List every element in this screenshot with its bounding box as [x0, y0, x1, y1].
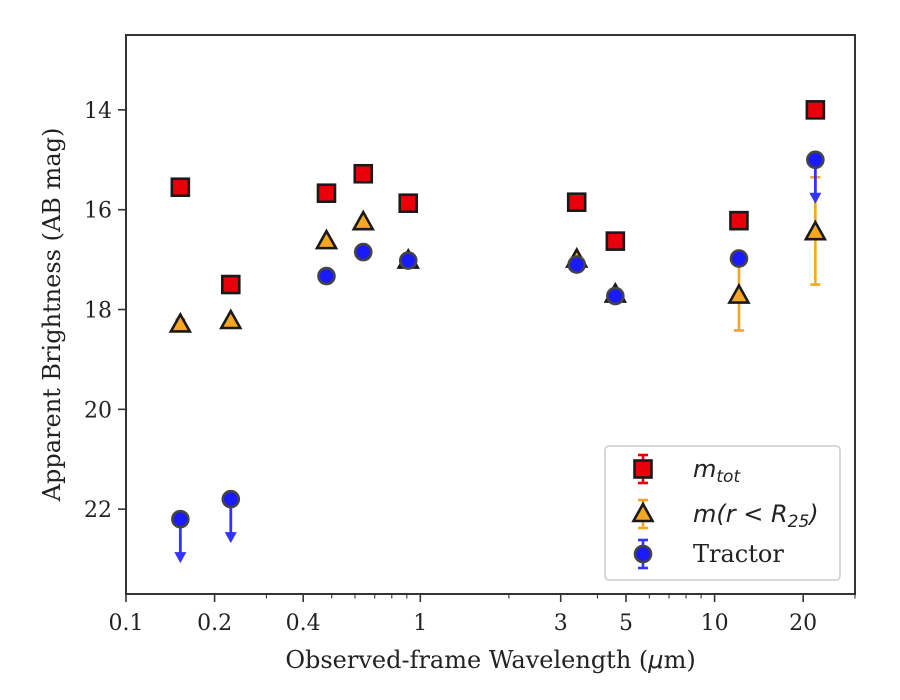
data-point-tractor	[353, 242, 373, 262]
data-point-tractor	[606, 286, 625, 306]
x-tick-label: 0.1	[109, 611, 144, 636]
legend-box	[604, 445, 841, 581]
legend-label-mtot: mtot	[693, 455, 741, 487]
legend-label-main: m	[693, 455, 716, 483]
legend-label-sub: tot	[716, 467, 741, 487]
y-tick-label: 18	[84, 299, 112, 324]
data-point-mtot	[316, 183, 337, 204]
x-axis-label-prefix: Observed-frame Wavelength (	[285, 646, 648, 674]
data-point-mtot	[398, 193, 419, 213]
series-tractor	[171, 150, 825, 564]
legend-item-mr25: m(r < R25)	[631, 498, 819, 532]
legend-item-tractor: Tractor	[633, 538, 784, 570]
upper-limit-arrow-head	[809, 192, 822, 204]
legend-item-mtot: mtot	[633, 453, 741, 487]
plot-marks	[168, 100, 828, 564]
legend: mtot m(r < R25) Tractor	[604, 445, 841, 581]
data-point-tractor	[567, 255, 587, 274]
y-tick-label: 14	[84, 99, 112, 124]
y-axis: 14 16 18 20 22	[84, 99, 126, 523]
y-tick-label: 16	[84, 199, 112, 224]
x-axis: 0.1 0.2 0.4 1 3 5 10 20	[109, 594, 856, 636]
plot-frame	[125, 34, 856, 595]
legend-marker-mr25	[631, 501, 655, 523]
legend-marker-tractor	[633, 544, 653, 564]
x-tick-label: 10	[701, 611, 729, 636]
legend-label-tractor: Tractor	[693, 540, 784, 568]
x-tick-label: 0.2	[197, 611, 232, 636]
data-point-tractor	[171, 509, 190, 529]
x-tick-label: 5	[619, 611, 633, 636]
series-mtot	[170, 100, 826, 295]
data-point-mtot	[220, 274, 241, 295]
upper-limit-arrow-head	[224, 532, 237, 544]
legend-label-main: m(r < R	[693, 500, 788, 528]
y-tick-label: 22	[84, 498, 112, 523]
data-point-mtot	[805, 100, 826, 120]
x-axis-label: Observed-frame Wavelength (μm)	[285, 646, 695, 674]
x-tick-label: 20	[789, 611, 817, 636]
data-point-mr25	[803, 219, 828, 241]
data-point-mr25	[727, 282, 751, 304]
x-tick-label: 3	[554, 611, 568, 636]
legend-label-sub: 25	[788, 512, 810, 532]
data-point-mtot	[566, 192, 587, 213]
data-point-mtot	[353, 163, 374, 184]
data-point-tractor	[221, 489, 241, 509]
x-axis-label-mu: μ	[647, 646, 663, 674]
data-point-tractor	[317, 266, 336, 286]
y-axis-label: Apparent Brightness (AB mag)	[38, 128, 66, 503]
legend-marker-mtot	[633, 459, 653, 479]
data-point-mtot	[170, 177, 191, 198]
x-tick-label: 1	[413, 611, 427, 636]
data-point-mr25	[168, 311, 193, 333]
x-axis-label-suffix: m)	[664, 646, 696, 674]
data-point-tractor	[806, 150, 825, 170]
data-point-tractor	[398, 251, 418, 270]
data-point-mr25	[314, 228, 339, 250]
data-point-tractor	[729, 249, 749, 268]
y-tick-label: 20	[84, 398, 112, 423]
legend-label-close: )	[807, 500, 818, 528]
data-point-mtot	[729, 210, 749, 231]
data-point-mr25	[219, 308, 243, 330]
legend-label-mr25: m(r < R25)	[693, 500, 819, 532]
series-mr25	[168, 175, 828, 333]
x-tick-label: 0.4	[286, 611, 321, 636]
data-point-mtot	[605, 231, 626, 251]
upper-limit-arrow-head	[174, 552, 187, 564]
data-point-mr25	[351, 209, 375, 231]
